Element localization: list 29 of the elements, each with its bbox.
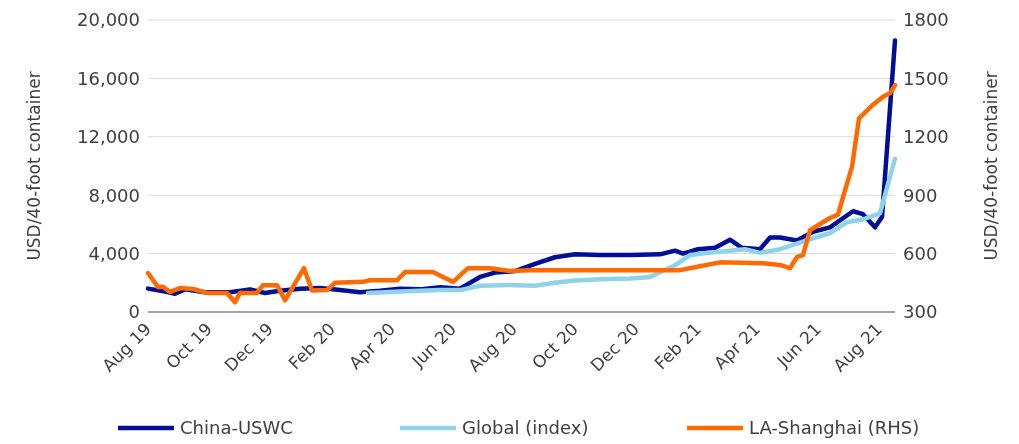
y2-tick-label: 1200	[903, 126, 949, 148]
x-tick-label: Jun 21	[772, 318, 826, 372]
y-tick-label: 8,000	[88, 184, 140, 206]
x-tick-label: Oct 19	[161, 318, 217, 373]
legend-label: Global (index)	[462, 417, 589, 439]
y-tick-label: 0	[128, 301, 140, 323]
y-tick-label: 16,000	[77, 67, 140, 89]
x-tick-label: Dec 19	[220, 318, 278, 376]
y-tick-label: 12,000	[77, 126, 140, 148]
x-tick-label: Feb 21	[650, 318, 706, 374]
y-tick-label: 20,000	[77, 9, 140, 31]
y2-tick-label: 300	[903, 301, 938, 323]
line-series	[145, 82, 898, 305]
x-tick-label: Apr 20	[344, 318, 400, 373]
y2-tick-label: 1500	[903, 67, 949, 89]
legend-label: LA-Shanghai (RHS)	[749, 417, 920, 439]
line-series	[365, 156, 898, 296]
y2-tick-label: 600	[903, 242, 938, 264]
x-tick-label: Feb 20	[284, 318, 340, 374]
legend-label: China-USWC	[180, 417, 293, 439]
x-tick-label: Dec 20	[586, 318, 644, 376]
y-axis-title: USD/40-foot container	[24, 71, 44, 261]
y2-axis-title: USD/40-foot container	[981, 71, 1001, 261]
x-tick-label: Apr 21	[709, 318, 765, 373]
y-tick-label: 4,000	[88, 242, 140, 264]
y2-tick-label: 900	[903, 184, 938, 206]
y2-tick-label: 1800	[903, 9, 949, 31]
x-tick-label: Oct 20	[527, 318, 583, 373]
x-tick-label: Jun 20	[407, 318, 461, 372]
